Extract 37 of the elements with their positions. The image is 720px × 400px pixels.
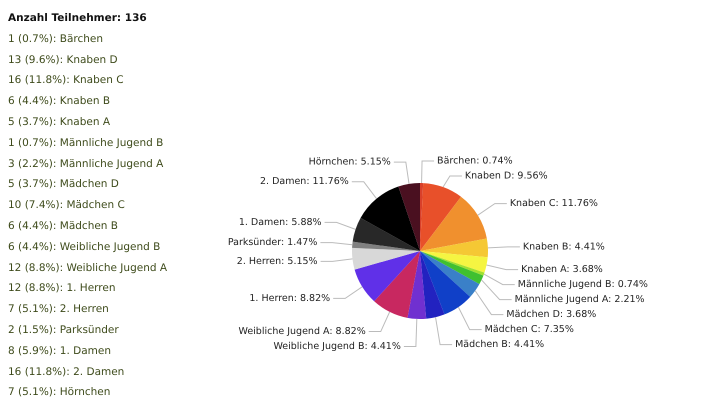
text: 12 (8.8%): Weibliche Jugend A — [8, 260, 168, 276]
slice-label: Mädchen B: 4.41% — [455, 339, 544, 350]
text: 6 (4.4%): Knaben B — [8, 94, 112, 110]
slice-label: 1. Herren: 8.82% — [249, 292, 330, 304]
slice-label: Knaben B: 4.41% — [522, 241, 605, 252]
slice-label: Männliche Jugend A: 2.21% — [514, 294, 645, 306]
slice-label: 2. Herren: 5.15% — [236, 256, 318, 267]
slice-label: Hörnchen: 5.15% — [308, 156, 391, 168]
slice-label: Knaben D: 9.56% — [464, 170, 548, 182]
text: 16 (11.8%): Knaben C — [8, 73, 125, 88]
text: 7 (5.1%): 2. Herren — [8, 302, 110, 318]
slice-label: Knaben A: 3.68% — [521, 264, 603, 276]
text: 2 (1.5%): Parksünder — [8, 322, 120, 338]
text: 12 (8.8%): 1. Herren — [8, 281, 116, 296]
slice-label: Parksünder: 1.47% — [228, 237, 318, 248]
text: 1 (0.7%): Männliche Jugend B — [8, 136, 164, 151]
slice-label: Weibliche Jugend B: 4.41% — [273, 341, 401, 352]
text: 10 (7.4%): Mädchen C — [8, 198, 126, 214]
text: 16 (11.8%): 2. Damen — [8, 364, 126, 380]
text: 1 (0.7%): Bärchen — [8, 32, 104, 47]
text: 5 (3.7%): Knaben A — [8, 114, 112, 130]
slice-label: Mädchen C: 7.35% — [484, 324, 574, 336]
slice-label: Weibliche Jugend A: 8.82% — [238, 326, 366, 338]
text: 7 (5.1%): Hörnchen — [8, 385, 112, 400]
slice-label: Mädchen D: 3.68% — [506, 309, 596, 320]
text: 6 (4.4%): Weibliche Jugend B — [8, 240, 162, 255]
slice-label: Knaben C: 11.76% — [510, 198, 598, 210]
text: Anzahl Teilnehmer: 136 — [8, 11, 148, 26]
text: 3 (2.2%): Männliche Jugend A — [8, 156, 164, 172]
text: 6 (4.4%): Mädchen B — [8, 218, 120, 234]
slice-label: 2. Damen: 11.76% — [260, 176, 349, 188]
slice-label: 1. Damen: 5.88% — [238, 216, 322, 228]
text: 13 (9.6%): Knaben D — [8, 52, 119, 68]
slice-label: Männliche Jugend B: 0.74% — [518, 279, 648, 290]
slice-label: Bärchen: 0.74% — [437, 155, 513, 166]
text: 5 (3.7%): Mädchen D — [8, 177, 120, 192]
text: 8 (5.9%): 1. Damen — [8, 344, 112, 359]
